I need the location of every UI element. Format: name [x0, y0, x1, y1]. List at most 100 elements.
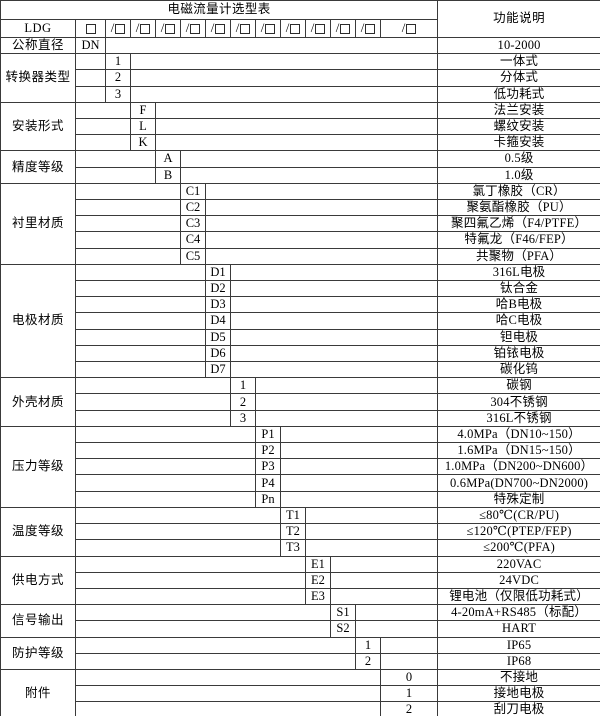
option-description: 聚氨酯橡胶（PU） — [437, 199, 600, 217]
option-code[interactable]: T1 — [280, 506, 306, 525]
option-code[interactable]: C1 — [180, 182, 206, 201]
option-code[interactable]: S2 — [330, 620, 356, 638]
checkbox-icon — [265, 24, 276, 35]
spacer-cell — [254, 377, 439, 395]
spacer-cell — [154, 101, 439, 120]
spacer-cell — [75, 701, 381, 716]
table-row: 温度等级 T1 ≤80℃(CR/PU) — [0, 506, 600, 557]
code-box-7[interactable]: / — [255, 19, 281, 38]
spacer-cell — [75, 523, 281, 541]
code-box-0[interactable] — [75, 19, 106, 38]
table-row: 附件 0 不接地 — [0, 668, 600, 716]
option-code[interactable]: 3 — [105, 85, 131, 103]
spacer-cell — [75, 458, 256, 476]
option-code[interactable]: F — [130, 101, 156, 120]
spacer-cell — [304, 523, 439, 541]
option-code[interactable]: E3 — [305, 587, 331, 606]
code-box-12[interactable]: / — [379, 19, 439, 38]
model-prefix-label: LDG — [0, 19, 76, 38]
option-code[interactable]: 0 — [379, 668, 439, 687]
code-box-3[interactable]: / — [155, 19, 181, 38]
table-row: C2 聚氨酯橡胶（PU） — [1, 199, 600, 217]
table-row: 衬里材质 C1 氯丁橡胶（CR） — [0, 182, 600, 265]
spacer-cell — [75, 506, 281, 525]
table-row: 3 316L不锈钢 — [1, 409, 600, 427]
option-code[interactable]: T2 — [280, 523, 306, 541]
spacer-cell — [75, 361, 206, 379]
option-code[interactable]: L — [130, 118, 156, 136]
option-code[interactable]: E2 — [305, 571, 331, 589]
code-box-6[interactable]: / — [230, 19, 256, 38]
option-code[interactable]: D2 — [205, 280, 231, 298]
option-code[interactable]: D3 — [205, 296, 231, 314]
option-code[interactable]: DN — [75, 36, 106, 55]
option-description: 220VAC — [437, 555, 600, 573]
code-box-11[interactable]: / — [355, 19, 381, 38]
option-code[interactable]: 1 — [379, 685, 439, 703]
option-code[interactable]: 2 — [105, 69, 131, 87]
table-row: 2 304不锈钢 — [1, 393, 600, 411]
option-code[interactable]: C4 — [180, 231, 206, 249]
option-code[interactable]: S1 — [330, 604, 356, 622]
spacer-cell — [75, 85, 106, 103]
category-label: 电极材质 — [0, 263, 76, 379]
table-row: P3 1.0MPa（DN200~DN600） — [1, 458, 600, 476]
option-description: 分体式 — [437, 69, 600, 87]
spacer-cell — [75, 409, 231, 427]
table-row: C5 共聚物（PFA） — [1, 247, 600, 265]
code-box-4[interactable]: / — [180, 19, 206, 38]
option-code[interactable]: D6 — [205, 344, 231, 363]
option-code[interactable]: P4 — [255, 474, 281, 492]
option-code[interactable]: D7 — [205, 361, 231, 379]
option-description: 24VDC — [437, 571, 600, 589]
option-code[interactable]: B — [155, 166, 181, 184]
option-code[interactable]: 2 — [355, 652, 381, 670]
option-code[interactable]: D5 — [205, 328, 231, 346]
spacer-cell — [75, 604, 331, 622]
option-code[interactable]: T3 — [280, 539, 306, 557]
spacer-cell — [229, 328, 439, 346]
title-row: 电磁流量计选型表 功能说明 — [0, 0, 600, 38]
option-code[interactable]: 1 — [105, 53, 131, 71]
option-code[interactable]: P1 — [255, 425, 281, 444]
table-row: L 螺纹安装 — [1, 118, 600, 136]
option-code[interactable]: C3 — [180, 215, 206, 233]
option-code[interactable]: P2 — [255, 442, 281, 460]
code-box-8[interactable]: / — [280, 19, 306, 38]
option-description: 哈C电极 — [437, 312, 600, 330]
slash-separator: / — [210, 20, 215, 36]
table-row: D6 铂铱电极 — [1, 344, 600, 363]
option-code[interactable]: P3 — [255, 458, 281, 476]
category-label: 压力等级 — [0, 425, 76, 508]
code-box-1[interactable]: / — [105, 19, 131, 38]
option-code[interactable]: E1 — [305, 555, 331, 573]
option-code[interactable]: A — [155, 150, 181, 168]
option-code[interactable]: D1 — [205, 263, 231, 282]
spacer-cell — [254, 409, 439, 427]
table-row: C3 聚四氟乙烯（F4/PTFE） — [1, 215, 600, 233]
option-description: 钛合金 — [437, 280, 600, 298]
option-description: 哈B电极 — [437, 296, 600, 314]
option-description: 卡箍安装 — [437, 134, 600, 152]
code-box-2[interactable]: / — [130, 19, 156, 38]
option-code[interactable]: Pn — [255, 490, 281, 508]
option-code[interactable]: 1 — [230, 377, 256, 395]
code-box-5[interactable]: / — [205, 19, 231, 38]
table-row: 安装形式 F 法兰安装 — [0, 101, 600, 152]
option-code[interactable]: 1 — [355, 636, 381, 654]
spacer-cell — [75, 490, 256, 508]
spacer-cell — [204, 215, 439, 233]
spacer-cell — [75, 668, 381, 687]
option-code[interactable]: K — [130, 134, 156, 152]
table-row: B 1.0级 — [1, 166, 600, 184]
checkbox-icon — [190, 24, 201, 35]
option-code[interactable]: 3 — [230, 409, 256, 427]
code-box-10[interactable]: / — [330, 19, 356, 38]
option-code[interactable]: C2 — [180, 199, 206, 217]
option-code[interactable]: D4 — [205, 312, 231, 330]
checkbox-icon — [140, 24, 151, 35]
code-box-9[interactable]: / — [305, 19, 331, 38]
option-code[interactable]: C5 — [180, 247, 206, 265]
option-code[interactable]: 2 — [230, 393, 256, 411]
option-code[interactable]: 2 — [379, 701, 439, 716]
